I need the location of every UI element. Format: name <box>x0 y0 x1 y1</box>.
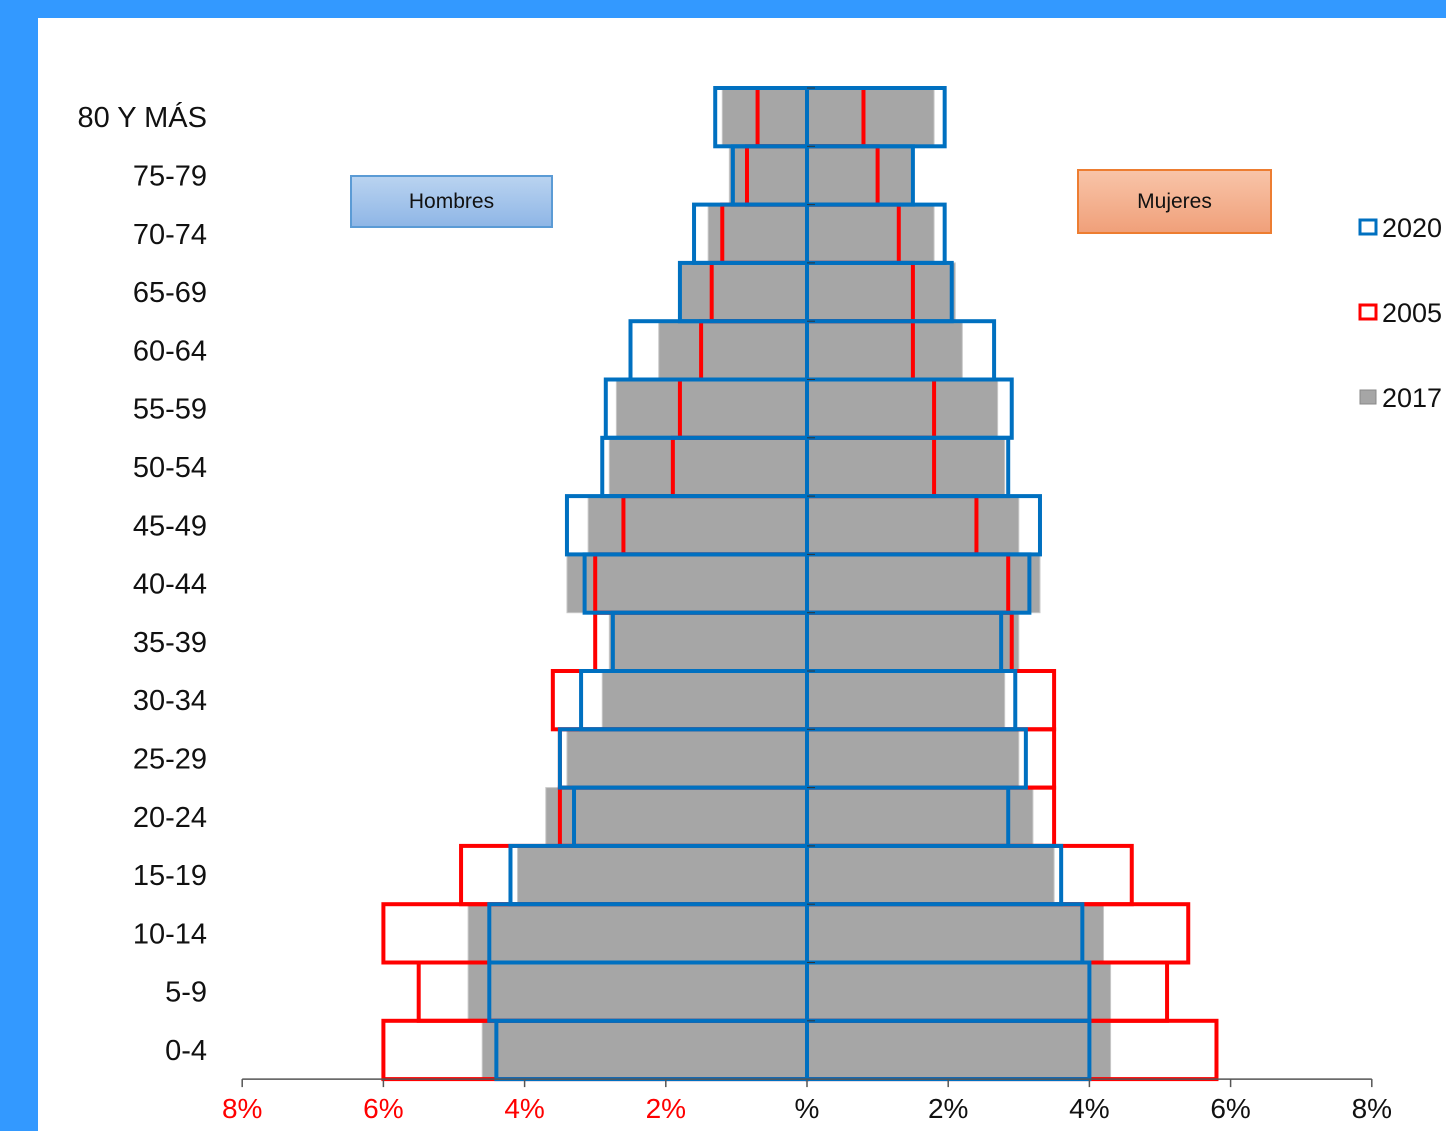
bar-2017-mujeres <box>806 495 1020 555</box>
bar-2017-mujeres <box>806 553 1041 614</box>
bars-layer <box>381 86 1219 1082</box>
age-label: 35-39 <box>133 627 207 659</box>
bar-2017-hombres <box>615 379 808 439</box>
bar-2017-hombres <box>587 495 808 555</box>
x-tick-label: 6% <box>363 1093 403 1124</box>
age-label: 25-29 <box>133 743 207 775</box>
x-tick-label: 8% <box>222 1093 262 1124</box>
age-label: 30-34 <box>133 685 207 717</box>
bar-2017-mujeres <box>806 903 1105 964</box>
bar-2017-mujeres <box>806 204 935 264</box>
legend: 2020 2005 2017 <box>1358 213 1442 413</box>
bar-2017-hombres <box>517 845 808 905</box>
bar-2017-mujeres <box>806 262 956 322</box>
bar-2017-mujeres <box>806 787 1034 847</box>
bar-2017-hombres <box>566 728 808 789</box>
bar-2017-mujeres <box>806 320 963 381</box>
age-label: 75-79 <box>133 160 207 192</box>
bar-2017-mujeres <box>806 87 935 147</box>
bar-2017-hombres <box>658 320 808 381</box>
age-label: 55-59 <box>133 394 207 426</box>
legend-swatch-2020 <box>1358 218 1378 236</box>
x-tick-label: % <box>795 1093 820 1124</box>
bar-2017-hombres <box>721 87 808 147</box>
age-label: 65-69 <box>133 277 207 309</box>
x-tick-label: 8% <box>1352 1093 1392 1124</box>
bar-2017-mujeres <box>806 670 1006 730</box>
bar-2017-hombres <box>601 670 808 730</box>
legend-label-2020: 2020 <box>1382 213 1442 243</box>
age-label: 20-24 <box>133 802 207 834</box>
bar-2017-hombres <box>728 145 808 206</box>
bar-2017-hombres <box>481 1020 808 1080</box>
x-tick-label: 6% <box>1210 1093 1250 1124</box>
bar-2017-hombres <box>467 962 808 1022</box>
bar-2017-mujeres <box>806 612 1020 672</box>
age-label: 0-4 <box>165 1035 207 1067</box>
bar-2017-mujeres <box>806 379 999 439</box>
legend-label-2017: 2017 <box>1382 383 1442 413</box>
bar-2017-mujeres <box>806 145 914 206</box>
age-label: 80 Y MÁS <box>77 101 207 134</box>
x-tick-label: 4% <box>1069 1093 1109 1124</box>
legend-label-2005: 2005 <box>1382 298 1442 328</box>
age-label: 5-9 <box>165 977 207 1009</box>
mujeres-label: Mujeres <box>1077 169 1272 234</box>
bar-2017-hombres <box>608 437 808 497</box>
bar-2017-mujeres <box>806 437 1006 497</box>
chart-frame: 8% 6% 4% 2%% 2% 4% 6% 8% 0-4 5-9 10-14 15-19 20-24 2… <box>38 18 1446 1131</box>
age-label: 40-44 <box>133 569 207 601</box>
age-labels: 0-4 5-9 10-14 15-19 20-24 25-29 30-34 35-39 40-4… <box>77 101 207 1067</box>
legend-swatch-2005 <box>1358 303 1378 321</box>
age-label: 15-19 <box>133 860 207 892</box>
x-tick-label: 2% <box>928 1093 968 1124</box>
x-tick-label: 2% <box>646 1093 686 1124</box>
age-label: 70-74 <box>133 219 207 251</box>
bar-2017-hombres <box>467 903 808 964</box>
age-label: 45-49 <box>133 510 207 542</box>
bar-2017-mujeres <box>806 1020 1112 1080</box>
age-label: 50-54 <box>133 452 207 484</box>
hombres-label: Hombres <box>350 175 553 228</box>
axis-layer: 8% 6% 4% 2%% 2% 4% 6% 8% <box>222 87 1392 1124</box>
bar-2017-hombres <box>545 787 808 847</box>
bar-2017-hombres <box>566 553 808 614</box>
bar-2017-mujeres <box>806 845 1055 905</box>
legend-swatch-2017 <box>1359 389 1377 405</box>
bar-2017-hombres <box>608 612 808 672</box>
age-label: 10-14 <box>133 918 207 950</box>
x-tick-label: 4% <box>504 1093 544 1124</box>
age-label: 60-64 <box>133 335 207 367</box>
bar-2017-hombres <box>707 204 808 264</box>
population-pyramid-chart: 8% 6% 4% 2%% 2% 4% 6% 8% 0-4 5-9 10-14 15-19 20-24 2… <box>77 86 1442 1124</box>
bar-2017-mujeres <box>806 728 1020 789</box>
bar-2017-mujeres <box>806 962 1112 1022</box>
bar-2017-hombres <box>679 262 808 322</box>
